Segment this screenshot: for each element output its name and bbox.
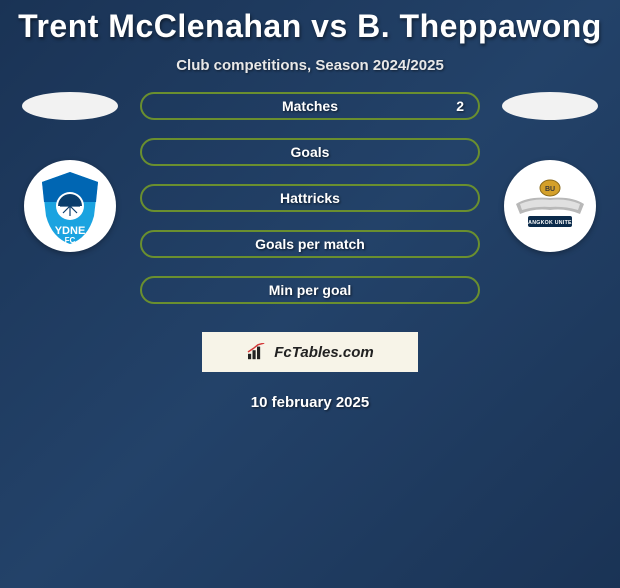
stat-row-goals: Goals (140, 138, 480, 166)
svg-text:BU: BU (545, 186, 555, 193)
page-title: Trent McClenahan vs B. Theppawong (0, 8, 620, 45)
date: 10 february 2025 (0, 394, 620, 411)
left-column: YDNE FC (20, 92, 120, 252)
bangkok-united-icon: BU BANGKOK UNITED (510, 166, 590, 246)
right-team-badge: BU BANGKOK UNITED (504, 160, 596, 252)
stats-column: Matches 2 Goals Hattricks Goals per matc… (140, 92, 480, 304)
subtitle: Club competitions, Season 2024/2025 (0, 57, 620, 74)
stat-label: Min per goal (269, 282, 351, 298)
right-column: BU BANGKOK UNITED (500, 92, 600, 252)
stat-label: Matches (282, 98, 338, 114)
stat-value-right: 2 (456, 98, 464, 114)
comparison-row: YDNE FC Matches 2 Goals Hattricks Goals … (0, 92, 620, 304)
stat-row-hattricks: Hattricks (140, 184, 480, 212)
svg-text:BANGKOK UNITED: BANGKOK UNITED (524, 220, 576, 226)
left-team-badge: YDNE FC (24, 160, 116, 252)
watermark: FcTables.com (202, 332, 418, 372)
watermark-text: FcTables.com (274, 344, 373, 361)
stat-row-goals-per-match: Goals per match (140, 230, 480, 258)
bar-chart-icon (246, 343, 268, 361)
stat-row-matches: Matches 2 (140, 92, 480, 120)
left-player-placeholder (22, 92, 118, 120)
stat-label: Hattricks (280, 190, 340, 206)
stat-label: Goals (291, 144, 330, 160)
sydney-fc-icon: YDNE FC (30, 166, 110, 246)
right-player-placeholder (502, 92, 598, 120)
stat-label: Goals per match (255, 236, 365, 252)
svg-text:FC: FC (65, 236, 76, 245)
stat-row-min-per-goal: Min per goal (140, 276, 480, 304)
